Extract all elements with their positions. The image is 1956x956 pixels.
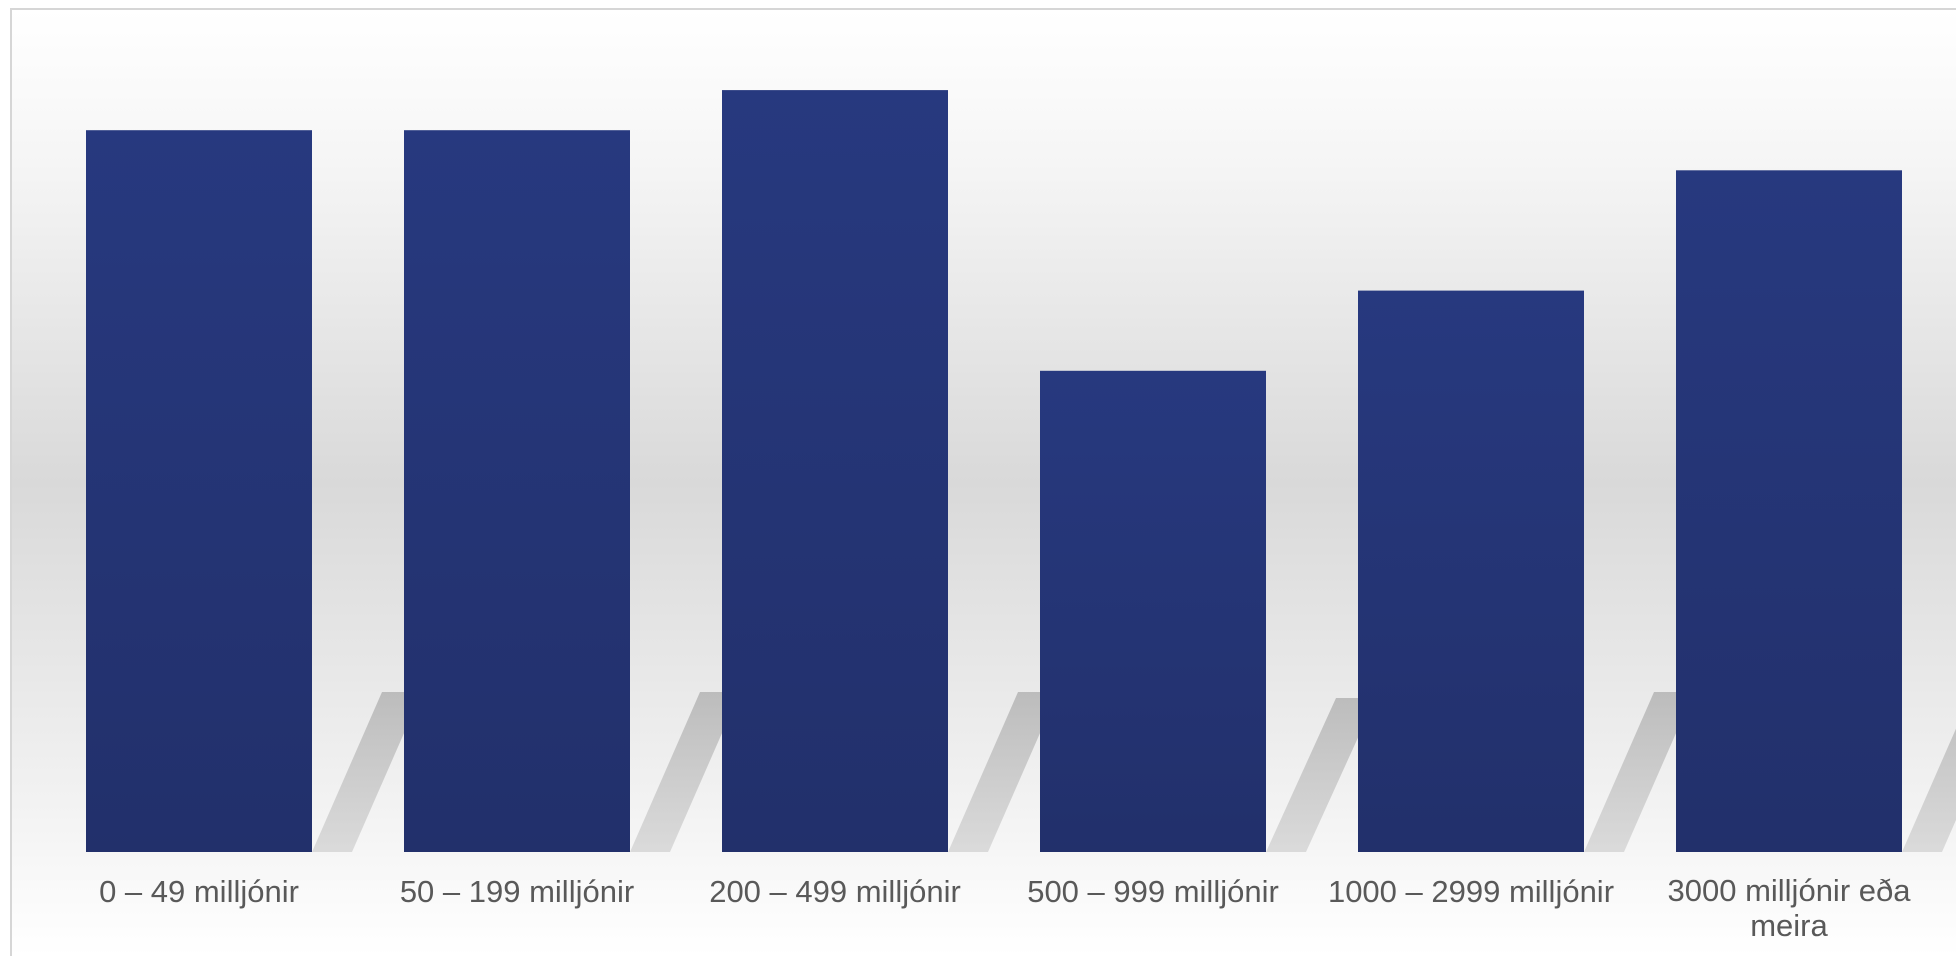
category-label: 3000 milljónir eða meira — [1668, 873, 1912, 943]
category-label: 50 – 199 milljónir — [400, 874, 634, 909]
bar-shadows — [312, 692, 1956, 852]
bar-shadow — [1266, 698, 1376, 852]
bar-shadow — [1584, 692, 1694, 852]
bar-shadow — [1902, 728, 1956, 852]
category-label: 1000 – 2999 milljónir — [1328, 874, 1614, 909]
bars — [86, 90, 1902, 853]
bar — [1358, 290, 1584, 853]
category-labels: 0 – 49 milljónir 50 – 199 milljónir 200 – … — [99, 873, 1911, 943]
bar — [722, 90, 948, 853]
category-label: 0 – 49 milljónir — [99, 874, 299, 909]
bar-shadow — [312, 692, 422, 852]
bar — [404, 130, 630, 852]
bar-shadow — [630, 692, 740, 852]
category-label: 500 – 999 milljónir — [1027, 874, 1279, 909]
category-label: 200 – 499 milljónir — [709, 874, 961, 909]
bar — [86, 130, 312, 852]
bar — [1676, 170, 1902, 853]
bar-shadow — [948, 692, 1058, 852]
bar — [1040, 370, 1266, 852]
